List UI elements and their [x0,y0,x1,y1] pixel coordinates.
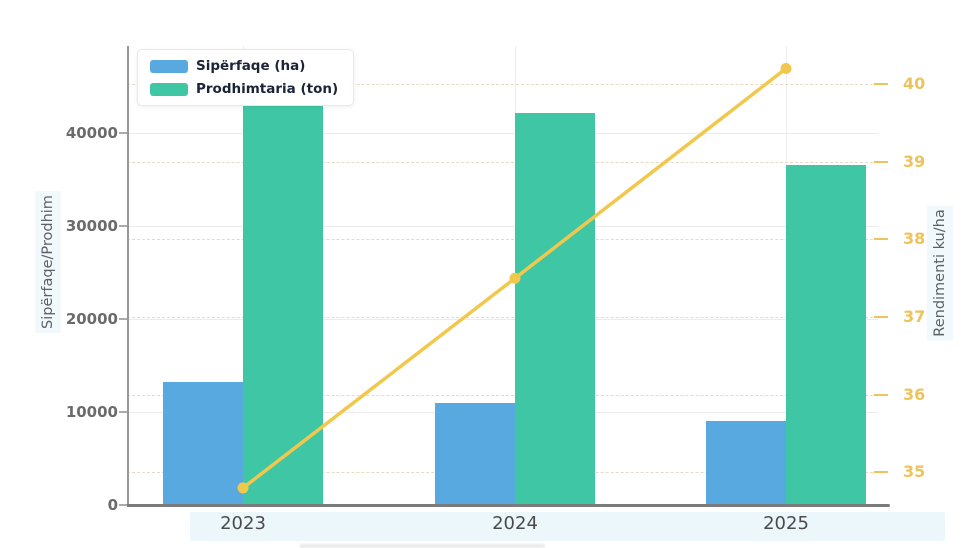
bar-siperfaqe-2023 [163,382,243,505]
x-axis-label-2023: 2023 [220,513,266,534]
right-axis-tick-38 [874,238,888,241]
legend-swatch-blue-icon [150,59,188,73]
x-axis-spine [127,504,890,507]
right-axis-tick-40 [874,83,888,86]
gridline-right-37 [127,317,878,319]
right-axis-tick-label-39: 39 [903,151,926,171]
gridline-right-38 [127,239,878,241]
right-axis-tick-label-36: 36 [903,384,926,404]
cropped-bottom-artifact [300,544,545,548]
gridline-left-40000 [127,132,878,134]
bar-siperfaqe-2024 [435,402,515,505]
right-axis-tick-37 [874,316,888,319]
left-axis-tick-20000 [119,317,127,320]
gridline-left-20000 [127,318,878,320]
legend-item-siperfaqe[interactable]: Sipërfaqe (ha) [150,58,338,74]
legend-item-prodhimtaria[interactable]: Prodhimtaria (ton) [150,81,338,97]
left-axis-tick-label-10000: 10000 [65,402,118,421]
bar-prodhimtaria-2023 [243,68,323,505]
legend-label-siperfaqe: Sipërfaqe (ha) [196,58,306,74]
y-axis-spine [127,46,129,505]
right-axis-tick-label-35: 35 [903,462,926,482]
left-axis-tick-0 [119,504,127,506]
x-axis-label-2025: 2025 [763,513,809,534]
right-axis-tick-39 [874,160,888,163]
bottom-highlight-band [190,512,945,541]
bar-siperfaqe-2025 [706,421,786,505]
left-axis-tick-40000 [119,131,127,134]
left-axis-tick-label-40000: 40000 [65,123,118,142]
x-axis-label-2024: 2024 [492,513,538,534]
right-axis-tick-35 [874,471,888,474]
gridline-left-30000 [127,225,878,227]
left-axis-tick-10000 [119,410,127,413]
right-axis-tick-label-40: 40 [903,74,926,94]
left-axis-tick-label-30000: 30000 [65,216,118,235]
left-axis-tick-label-20000: 20000 [65,309,118,328]
gridline-right-39 [127,161,878,163]
left-axis-tick-30000 [119,224,127,227]
left-axis-title: Sipërfaqe/Prodhim [35,191,61,333]
legend-label-prodhimtaria: Prodhimtaria (ton) [196,81,339,97]
right-axis-tick-36 [874,393,888,396]
chart-legend: Sipërfaqe (ha) Prodhimtaria (ton) [137,49,355,106]
bar-prodhimtaria-2025 [786,164,866,505]
legend-swatch-green-icon [150,82,188,96]
right-axis-tick-label-38: 38 [903,229,926,249]
right-axis-tick-label-37: 37 [903,307,926,327]
bar-prodhimtaria-2024 [515,113,595,505]
right-axis-title: Rendimenti ku/ha [927,205,953,341]
left-axis-tick-label-0: 0 [107,496,118,514]
